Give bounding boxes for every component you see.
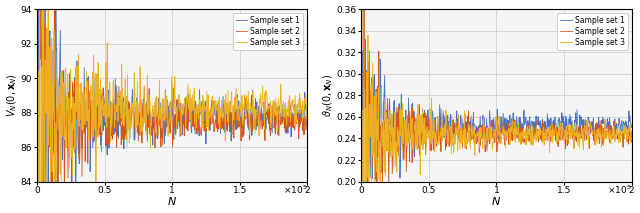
Sample set 3 <box>157 106 164 109</box>
Sample set 2 <box>406 138 413 141</box>
Line: Sample set 1: Sample set 1 <box>37 0 307 213</box>
X-axis label: $N$: $N$ <box>492 196 502 207</box>
Sample set 1 <box>406 120 414 122</box>
Line: Sample set 2: Sample set 2 <box>37 0 307 213</box>
Sample set 2 <box>193 111 201 114</box>
Sample set 2 <box>303 131 311 134</box>
Line: Sample set 2: Sample set 2 <box>362 0 632 213</box>
Sample set 3 <box>406 118 414 121</box>
Sample set 1 <box>157 117 164 119</box>
Sample set 2 <box>82 128 90 131</box>
Sample set 3 <box>193 104 201 106</box>
Sample set 3 <box>358 161 365 164</box>
Sample set 1 <box>518 121 525 124</box>
Sample set 3 <box>628 139 636 141</box>
Sample set 2 <box>104 105 111 108</box>
X-axis label: $N$: $N$ <box>167 196 177 207</box>
Sample set 1 <box>628 126 636 129</box>
Sample set 2 <box>517 127 525 129</box>
Text: $\times10^5$: $\times10^5$ <box>607 183 632 196</box>
Sample set 3 <box>360 0 368 1</box>
Sample set 1 <box>428 114 436 117</box>
Sample set 3 <box>303 118 311 120</box>
Sample set 3 <box>428 124 436 126</box>
Sample set 1 <box>358 182 365 184</box>
Sample set 3 <box>518 131 525 133</box>
Sample set 2 <box>628 141 636 144</box>
Y-axis label: $\vartheta_N(0, \mathbf{x}_N)$: $\vartheta_N(0, \mathbf{x}_N)$ <box>321 74 335 117</box>
Sample set 1 <box>104 97 111 99</box>
Sample set 3 <box>481 132 488 135</box>
Y-axis label: $V_N(0, \mathbf{x}_N)$: $V_N(0, \mathbf{x}_N)$ <box>6 73 19 117</box>
Line: Sample set 3: Sample set 3 <box>37 0 307 213</box>
Sample set 3 <box>562 137 570 140</box>
Line: Sample set 1: Sample set 1 <box>362 0 632 213</box>
Line: Sample set 3: Sample set 3 <box>362 0 632 213</box>
Sample set 2 <box>428 123 435 126</box>
Sample set 1 <box>82 107 90 110</box>
Sample set 3 <box>237 115 245 118</box>
Sample set 1 <box>481 125 488 128</box>
Sample set 2 <box>538 119 546 121</box>
Sample set 1 <box>562 115 570 118</box>
Legend: Sample set 1, Sample set 2, Sample set 3: Sample set 1, Sample set 2, Sample set 3 <box>557 13 628 50</box>
Sample set 3 <box>214 123 222 125</box>
Text: $\times10^5$: $\times10^5$ <box>283 183 307 196</box>
Sample set 2 <box>481 135 488 138</box>
Sample set 2 <box>156 124 164 126</box>
Sample set 3 <box>104 91 111 94</box>
Sample set 1 <box>303 118 311 121</box>
Sample set 2 <box>561 147 569 150</box>
Sample set 1 <box>539 130 547 133</box>
Sample set 1 <box>237 100 245 102</box>
Sample set 2 <box>237 140 245 142</box>
Sample set 2 <box>214 100 222 102</box>
Sample set 3 <box>539 141 547 144</box>
Legend: Sample set 1, Sample set 2, Sample set 3: Sample set 1, Sample set 2, Sample set 3 <box>233 13 303 50</box>
Sample set 3 <box>82 81 90 84</box>
Sample set 1 <box>193 109 201 112</box>
Sample set 1 <box>214 125 222 127</box>
